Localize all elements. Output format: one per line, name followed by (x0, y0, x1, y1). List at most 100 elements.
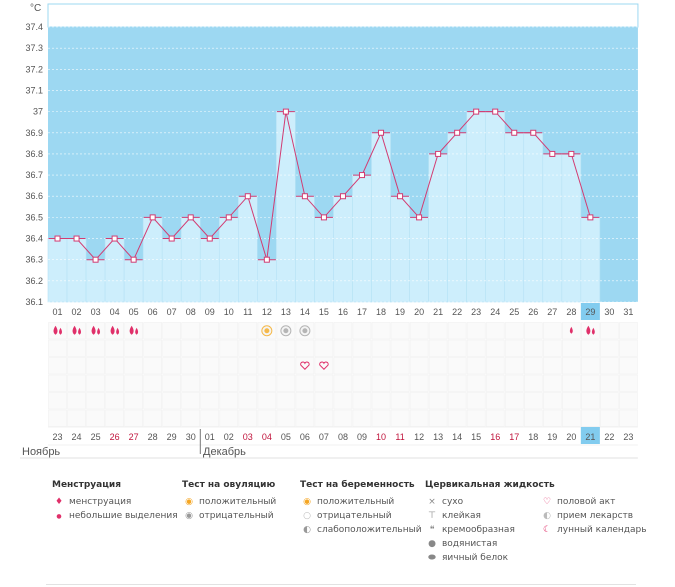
date-label: 12 (414, 432, 424, 442)
symptom-cell (619, 322, 638, 340)
symptom-cell (333, 409, 353, 427)
legend-cervical-title: Цервикальная жидкость (425, 480, 555, 490)
temperature-bar (47, 238, 68, 303)
symptom-cell (143, 322, 162, 340)
symptom-cell (219, 322, 239, 340)
symptom-cell (504, 392, 524, 410)
symptom-cell (542, 392, 562, 410)
cycle-day-label: 14 (300, 307, 310, 317)
temperature-point (492, 108, 499, 115)
symptom-cell (48, 339, 67, 357)
symptom-cell (466, 357, 486, 375)
cycle-day-label: 16 (338, 307, 348, 317)
legend-pregnancy-negative: отрицательный (317, 511, 392, 521)
date-label: 23 (623, 432, 633, 442)
symptom-cell (162, 392, 182, 410)
symptom-cell (504, 357, 524, 375)
date-label: 16 (490, 432, 500, 442)
symptom-cell (581, 357, 600, 375)
symptom-cell (257, 339, 277, 357)
symptom-cell (485, 409, 505, 427)
symptom-cell (200, 322, 220, 340)
symptom-cell (162, 374, 182, 392)
menstruation-drop-icon (53, 325, 58, 335)
symptom-cell (276, 357, 296, 375)
symptom-cell (352, 409, 372, 427)
date-label: 29 (167, 432, 177, 442)
date-label: 28 (148, 432, 158, 442)
y-tick-label: 36.6 (25, 191, 43, 201)
symptom-cell (447, 322, 467, 340)
symptom-cell (600, 374, 619, 392)
temperature-point (206, 235, 213, 242)
legend-ovulation-test: Тест на овуляцию ◉ положительный ◉ отрицат… (182, 480, 276, 523)
cycle-day-label: 17 (357, 307, 367, 317)
symptom-cell (105, 409, 124, 427)
y-tick-label: 36.1 (25, 297, 43, 307)
date-label: 03 (243, 432, 253, 442)
symptom-cell (466, 322, 486, 340)
symptom-cell (238, 374, 258, 392)
cycle-day-label: 29 (585, 307, 595, 317)
symptom-cell (447, 409, 467, 427)
date-label: 05 (281, 432, 291, 442)
date-label: 20 (566, 432, 576, 442)
symptom-cell (314, 374, 334, 392)
symptom-cell (447, 339, 467, 357)
symptom-cell (428, 322, 448, 340)
symptom-cell (86, 357, 105, 375)
temperature-point (435, 150, 442, 157)
symptom-cell (143, 392, 162, 410)
cycle-day-label: 07 (167, 307, 177, 317)
cycle-day-label: 21 (433, 307, 443, 317)
symptom-cell (143, 409, 162, 427)
temperature-point (339, 193, 346, 200)
symptom-cell (238, 409, 258, 427)
symptom-cell (428, 392, 448, 410)
symptom-cell (105, 357, 124, 375)
date-label: 22 (604, 432, 614, 442)
y-tick-label: 37 (33, 107, 43, 117)
symptom-cell (466, 374, 486, 392)
symptom-cell (485, 392, 505, 410)
symptom-cell (219, 357, 239, 375)
symptom-cell (485, 339, 505, 357)
creamy-icon: ❝ (429, 525, 435, 535)
y-tick-label: 36.3 (25, 255, 43, 265)
symptom-cell (562, 374, 581, 392)
temperature-point (225, 214, 232, 221)
symptom-cell (523, 357, 543, 375)
cycle-day-label: 20 (414, 307, 424, 317)
symptom-cell (485, 357, 505, 375)
symptom-cell (409, 409, 429, 427)
symptom-cell (619, 392, 638, 410)
date-label: 18 (528, 432, 538, 442)
temperature-point (111, 235, 118, 242)
date-label: 13 (433, 432, 443, 442)
symptom-cell (295, 392, 315, 410)
symptom-cell (409, 392, 429, 410)
cycle-day-label: 06 (148, 307, 158, 317)
symptom-cell (371, 357, 391, 375)
temperature-bar (161, 238, 182, 303)
symptom-cell (238, 392, 258, 410)
symptom-cell (314, 322, 334, 340)
temperature-point (530, 129, 537, 136)
symptom-cell (257, 357, 277, 375)
symptom-cell (581, 409, 600, 427)
symptom-cell (428, 339, 448, 357)
cycle-day-label: 09 (205, 307, 215, 317)
symptom-cell (86, 339, 105, 357)
cycle-day-label: 18 (376, 307, 386, 317)
symptom-cell (276, 392, 296, 410)
symptom-cell (162, 322, 182, 340)
legend-cervical-egg-white: яичный белок (442, 553, 509, 563)
symptom-cell (295, 339, 315, 357)
menstruation-drop-icon (97, 327, 101, 335)
menstruation-drop-icon (586, 325, 591, 335)
unit-label: °C (30, 3, 41, 14)
pregnancy-negative-icon: ○ (303, 511, 311, 521)
bottom-divider (46, 584, 636, 585)
y-tick-label: 37.2 (25, 64, 43, 74)
symptom-cell (390, 409, 410, 427)
